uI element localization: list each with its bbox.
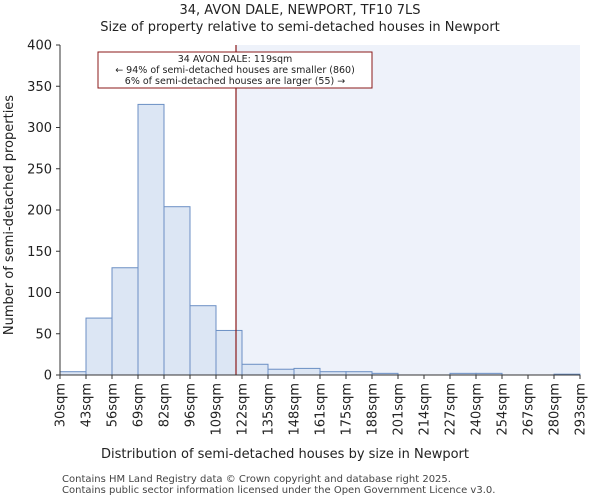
x-tick-label: 82sqm bbox=[158, 383, 173, 427]
x-tick-label: 201sqm bbox=[392, 383, 407, 436]
x-tick-label: 267sqm bbox=[522, 383, 537, 436]
y-tick-label: 50 bbox=[35, 327, 52, 342]
x-tick-label: 254sqm bbox=[496, 383, 511, 436]
x-tick-label: 43sqm bbox=[80, 383, 95, 427]
y-tick-label: 100 bbox=[27, 286, 52, 301]
x-tick-label: 96sqm bbox=[184, 383, 199, 427]
bar-43sqm bbox=[85, 317, 113, 376]
x-tick-label: 148sqm bbox=[288, 383, 303, 436]
y-tick-label: 200 bbox=[27, 204, 52, 219]
y-tick-label: 350 bbox=[27, 80, 52, 95]
y-ticks-group: 0 50 100 150 200 250 300 350 400 bbox=[27, 39, 60, 384]
y-tick-label: 300 bbox=[27, 121, 52, 136]
y-tick-label: 0 bbox=[44, 369, 52, 384]
x-tick-label: 30sqm bbox=[54, 383, 69, 427]
annotation-line1: 34 AVON DALE: 119sqm bbox=[178, 54, 292, 65]
bar-135sqm bbox=[267, 368, 295, 376]
x-tick-label: 69sqm bbox=[132, 383, 147, 427]
bar-148sqm bbox=[293, 367, 321, 376]
x-tick-label: 240sqm bbox=[470, 383, 485, 436]
x-tick-label: 109sqm bbox=[210, 383, 225, 436]
footer-line2: Contains public sector information licen… bbox=[62, 485, 496, 496]
y-tick-label: 400 bbox=[27, 39, 52, 54]
y-tick-label: 150 bbox=[27, 245, 52, 260]
footer-line1: Contains HM Land Registry data © Crown c… bbox=[62, 474, 451, 485]
x-tick-label: 161sqm bbox=[314, 383, 329, 436]
x-tick-label: 214sqm bbox=[418, 383, 433, 436]
x-tick-label: 56sqm bbox=[106, 383, 121, 427]
bar-56sqm bbox=[111, 267, 139, 376]
bar-96sqm bbox=[189, 305, 217, 376]
bar-69sqm bbox=[137, 103, 165, 376]
bar-122sqm bbox=[241, 363, 269, 376]
annotation-line3: 6% of semi-detached houses are larger (5… bbox=[125, 76, 345, 87]
x-tick-label: 122sqm bbox=[236, 383, 251, 436]
y-tick-label: 250 bbox=[27, 162, 52, 177]
x-tick-label: 227sqm bbox=[444, 383, 459, 436]
x-tick-label: 188sqm bbox=[366, 383, 381, 436]
annotation-box: 34 AVON DALE: 119sqm ← 94% of semi-detac… bbox=[97, 51, 373, 89]
x-tick-label: 135sqm bbox=[262, 383, 277, 436]
y-axis-label: Number of semi-detached properties bbox=[2, 95, 17, 335]
bar-82sqm bbox=[163, 206, 191, 376]
x-tick-label: 175sqm bbox=[340, 383, 355, 436]
chart-title-line1: 34, AVON DALE, NEWPORT, TF10 7LS bbox=[179, 3, 420, 18]
chart-title-line2: Size of property relative to semi-detach… bbox=[100, 20, 500, 35]
annotation-frame bbox=[97, 51, 373, 89]
bar-109sqm bbox=[215, 329, 243, 376]
annotation-line2: ← 94% of semi-detached houses are smalle… bbox=[115, 65, 355, 76]
x-tick-label: 280sqm bbox=[548, 383, 563, 436]
x-tick-label: 293sqm bbox=[574, 383, 589, 436]
x-axis-label: Distribution of semi-detached houses by … bbox=[101, 447, 469, 462]
bars-group bbox=[59, 103, 581, 376]
larger-properties-shade bbox=[236, 45, 580, 375]
x-ticks-group: 30sqm 43sqm 56sqm 69sqm 82sqm 96sqm 109sqm 122s… bbox=[54, 375, 589, 436]
